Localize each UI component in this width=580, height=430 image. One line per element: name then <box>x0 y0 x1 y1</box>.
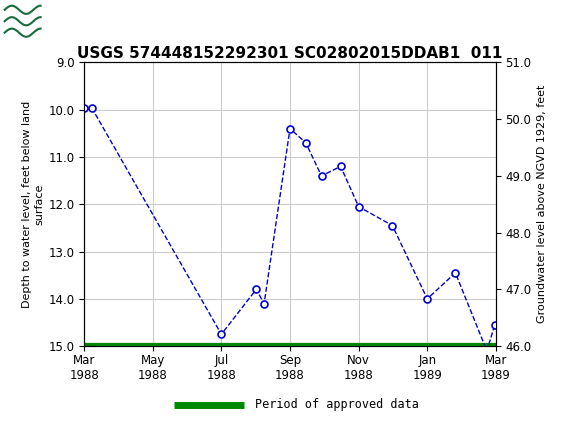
Text: USGS: USGS <box>72 12 128 29</box>
Bar <box>3 2 67 39</box>
Y-axis label: Depth to water level, feet below land
surface: Depth to water level, feet below land su… <box>23 101 44 308</box>
Text: Period of approved data: Period of approved data <box>255 398 419 412</box>
Y-axis label: Groundwater level above NGVD 1929, feet: Groundwater level above NGVD 1929, feet <box>537 85 548 323</box>
Text: USGS 574448152292301 SC02802015DDAB1  011: USGS 574448152292301 SC02802015DDAB1 011 <box>77 46 503 61</box>
